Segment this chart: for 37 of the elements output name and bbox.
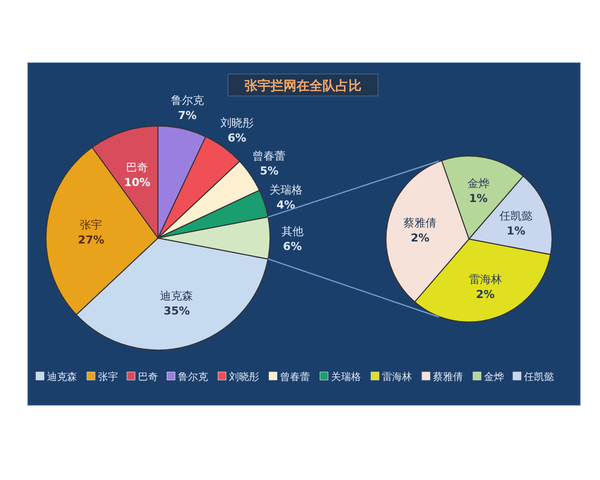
- legend-label: 曾春蕾: [280, 371, 310, 383]
- data-label: 2%: [410, 232, 430, 245]
- data-label: 6%: [228, 131, 246, 144]
- slice-label: 鲁尔克: [170, 94, 204, 107]
- data-label: 5%: [260, 164, 279, 178]
- data-label: 1%: [506, 224, 526, 238]
- slice-label: 蔡雅倩: [404, 216, 437, 230]
- legend-label: 任凯懿: [523, 371, 554, 383]
- slice-label: 关瑞格: [269, 183, 302, 196]
- slice-label: 张宇: [80, 218, 102, 232]
- slice-label: 任凯懿: [498, 210, 533, 223]
- legend-label: 巴奇: [138, 372, 158, 383]
- category-label: 蔡雅倩: [433, 372, 463, 383]
- legend-label: 金烨: [484, 371, 504, 383]
- data-label: 27%: [78, 234, 104, 247]
- slice-label: 金烨: [467, 177, 490, 190]
- slice-label: 迪克森: [160, 290, 194, 303]
- data-label: 1%: [468, 192, 488, 206]
- legend-label: 刘晓彤: [229, 371, 259, 383]
- slice-label: 刘晓彤: [220, 116, 254, 130]
- data-label: 4%: [276, 198, 296, 212]
- legend-label: 迪克森: [47, 371, 77, 383]
- slice-label: 雷海林: [468, 273, 502, 286]
- legend-label: 鲁尔克: [178, 371, 208, 383]
- slice-label: 其他: [281, 225, 304, 238]
- slice-label: 曾春蕾: [252, 149, 286, 162]
- chart-title: 张宇拦网在全队占比: [244, 78, 362, 94]
- legend-label: 张宇: [98, 371, 118, 383]
- legend-label: 关瑞格: [331, 371, 361, 383]
- title: 张宇拦网在全队占比: [228, 74, 378, 96]
- slice-label: 巴奇: [126, 161, 148, 174]
- data-label: 6%: [283, 240, 302, 253]
- data-label: 10%: [124, 176, 150, 190]
- data-label: 2%: [476, 288, 495, 302]
- legend-label: 雷海林: [382, 371, 412, 383]
- data-label: 35%: [164, 304, 190, 318]
- data-label: 7%: [178, 108, 197, 122]
